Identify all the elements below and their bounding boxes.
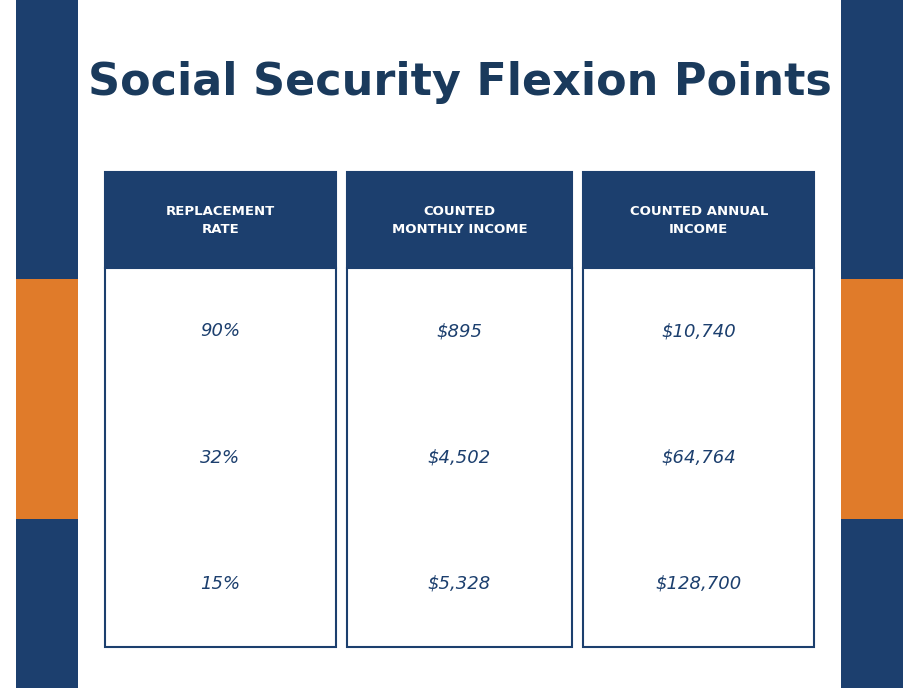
- Text: $4,502: $4,502: [428, 449, 491, 466]
- Text: $10,740: $10,740: [662, 323, 736, 341]
- FancyBboxPatch shape: [841, 0, 903, 688]
- Text: REPLACEMENT
RATE: REPLACEMENT RATE: [165, 204, 275, 236]
- FancyBboxPatch shape: [584, 172, 814, 268]
- FancyBboxPatch shape: [346, 268, 573, 647]
- Text: COUNTED
MONTHLY INCOME: COUNTED MONTHLY INCOME: [391, 204, 528, 236]
- Text: $128,700: $128,700: [655, 574, 742, 592]
- FancyBboxPatch shape: [105, 172, 335, 268]
- Text: 32%: 32%: [200, 449, 240, 466]
- FancyBboxPatch shape: [16, 0, 78, 688]
- FancyBboxPatch shape: [105, 268, 335, 647]
- Text: $5,328: $5,328: [428, 574, 491, 592]
- Text: Social Security Flexion Points: Social Security Flexion Points: [87, 61, 832, 104]
- Text: COUNTED ANNUAL
INCOME: COUNTED ANNUAL INCOME: [630, 204, 768, 236]
- FancyBboxPatch shape: [346, 172, 573, 268]
- FancyBboxPatch shape: [16, 279, 78, 519]
- Text: 90%: 90%: [200, 323, 240, 341]
- FancyBboxPatch shape: [584, 268, 814, 647]
- Text: 15%: 15%: [200, 574, 240, 592]
- Text: $895: $895: [437, 323, 482, 341]
- FancyBboxPatch shape: [841, 279, 903, 519]
- Text: $64,764: $64,764: [662, 449, 736, 466]
